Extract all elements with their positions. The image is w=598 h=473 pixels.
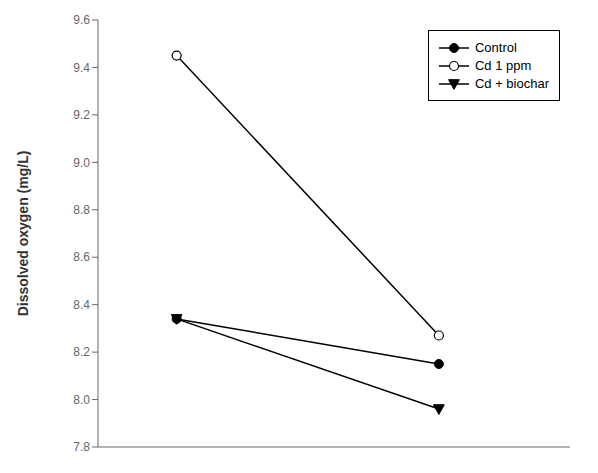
svg-text:8.4: 8.4 [73, 298, 90, 312]
svg-text:8.8: 8.8 [73, 203, 90, 217]
svg-text:9.2: 9.2 [73, 108, 90, 122]
html-text:Cd 1 ppm: Cd 1 ppm [474, 58, 532, 73]
svg-text:Dissolved oxygen (mg/L): Dissolved oxygen (mg/L) [15, 151, 31, 317]
svg-text:8.0: 8.0 [73, 393, 90, 407]
html-text:Control: Control [474, 40, 517, 55]
svg-text:8.6: 8.6 [73, 250, 90, 264]
svg-text:9.4: 9.4 [73, 61, 90, 75]
html-text:Cd + biochar: Cd + biochar [474, 76, 549, 91]
svg-text:9.0: 9.0 [73, 156, 90, 170]
svg-text:8.2: 8.2 [73, 345, 90, 359]
svg-text:9.6: 9.6 [73, 13, 90, 27]
svg-text:7.8: 7.8 [73, 440, 90, 454]
